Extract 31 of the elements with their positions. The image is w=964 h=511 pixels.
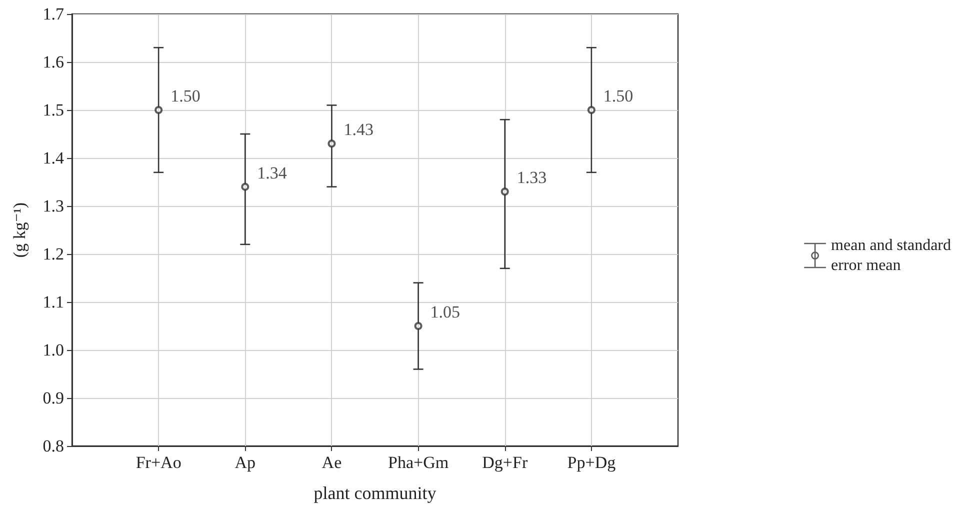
data-label: 1.05	[430, 302, 460, 322]
y-tick-label: 1.5	[42, 100, 64, 120]
data-label: 1.43	[344, 120, 374, 140]
data-label: 1.50	[603, 86, 634, 106]
data-label: 1.33	[516, 168, 547, 188]
y-tick-label: 1.3	[42, 196, 64, 216]
point	[587, 106, 596, 114]
legend-label: mean and standard error mean	[831, 237, 951, 274]
x-tick-label: Ae	[322, 453, 342, 472]
x-tick-label: Dg+Fr	[482, 453, 528, 472]
y-tick-label: 0.8	[42, 436, 64, 456]
point	[414, 322, 422, 330]
x-tick-label: Fr+Ao	[136, 453, 182, 472]
y-tick-label: 1.1	[42, 292, 64, 312]
y-tick-label: 1.6	[42, 52, 64, 72]
x-tick-label: Ap	[234, 453, 256, 472]
point	[328, 140, 336, 148]
point	[500, 188, 509, 196]
y-tick-label: 1.2	[42, 244, 64, 264]
point	[241, 182, 250, 191]
y-tick-label: 0.9	[42, 388, 64, 408]
y-tick-label: 1.0	[42, 340, 64, 360]
x-axis-title: plant community	[314, 483, 436, 503]
y-tick-label: 1.4	[42, 148, 64, 168]
data-label: 1.50	[170, 86, 200, 106]
x-tick-label: Pha+Gm	[388, 453, 449, 472]
data-label: 1.34	[257, 163, 288, 182]
y-tick-label: 1.7	[42, 4, 64, 24]
point	[154, 106, 163, 114]
x-tick-label: Pp+Dg	[567, 453, 616, 472]
y-axis-title: (g kg⁻¹)	[10, 202, 29, 258]
